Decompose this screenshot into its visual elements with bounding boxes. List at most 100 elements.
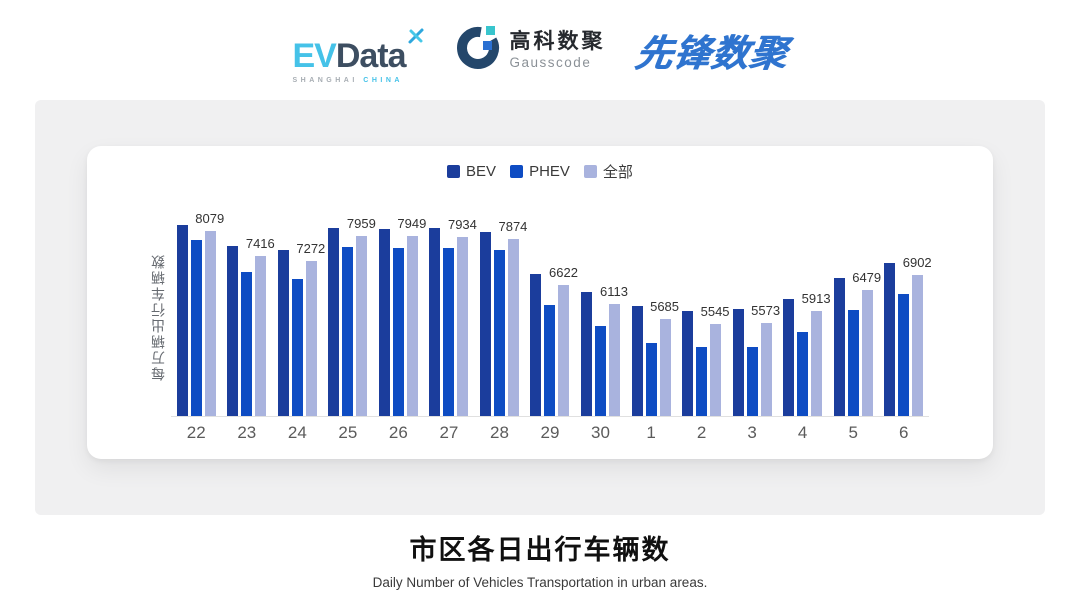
x-tick-label: 30 <box>591 423 610 442</box>
gausscode-cn-text: 高科数聚 <box>509 30 606 54</box>
chart-legend: BEV PHEV 全部 <box>87 161 993 182</box>
evdata-china-text: CHINA <box>363 76 403 84</box>
bar-bev <box>378 229 390 416</box>
bar-phev <box>342 247 354 416</box>
evdata-logo: EV Data SHANGHAI CHINA <box>292 17 424 84</box>
bar-bev <box>227 246 239 416</box>
bar-value-label: 6479 <box>852 270 882 285</box>
bar-cluster: 7959 <box>328 216 376 416</box>
x-tick-label: 25 <box>338 423 358 442</box>
bar-phev <box>847 310 859 416</box>
bar-group: 6479 <box>828 217 881 416</box>
bar-phev <box>544 305 556 416</box>
bar-value-label: 6902 <box>902 255 932 270</box>
bar-group: 7874 <box>474 217 527 416</box>
bar-bev <box>277 250 289 416</box>
chart-subtitle: Daily Number of Vehicles Transportation … <box>372 575 708 590</box>
legend-swatch-icon <box>510 164 524 178</box>
bar-全部 <box>710 324 722 416</box>
bar-全部 <box>406 236 418 416</box>
bar-全部 <box>912 275 924 416</box>
bar-value-label: 7959 <box>346 216 376 231</box>
evdata-star-icon <box>407 17 425 51</box>
bar-cluster: 7272 <box>277 217 325 416</box>
bar-全部 <box>760 323 772 416</box>
bar-group: 7416 <box>222 217 275 416</box>
bar-全部 <box>255 256 267 416</box>
bar-cluster: 6479 <box>833 217 881 416</box>
bar-phev <box>190 240 202 416</box>
bar-全部 <box>507 239 519 416</box>
bar-全部 <box>861 290 873 416</box>
gausscode-g-icon <box>455 25 501 76</box>
bar-cluster: 5913 <box>783 217 831 416</box>
x-tick-label: 29 <box>540 423 560 442</box>
bar-value-label: 5685 <box>650 299 680 314</box>
x-tick-label: 1 <box>646 423 656 442</box>
bar-group: 5573 <box>727 217 781 416</box>
bar-bev <box>581 292 593 416</box>
bar-value-label: 6622 <box>549 265 578 280</box>
bar-bev <box>783 299 795 416</box>
bar-全部 <box>811 311 823 416</box>
bar-cluster: 6622 <box>530 217 578 416</box>
bar-value-label: 5913 <box>801 291 831 306</box>
bar-value-label: 5545 <box>700 304 730 319</box>
bar-bev <box>328 228 340 416</box>
gausscode-logo: 高科数聚 Gausscode <box>455 25 606 76</box>
bar-value-label: 6113 <box>600 284 628 299</box>
bar-cluster: 7934 <box>429 217 477 416</box>
bar-cluster: 8079 <box>176 211 224 416</box>
x-tick-label: 24 <box>287 423 307 442</box>
x-tick-label: 4 <box>797 423 808 442</box>
bar-group: 8079 <box>171 211 224 416</box>
chart-body: 每万辆出行车辆数 8079 7416 7272 7959 7949 7934 7874 662… <box>87 211 993 443</box>
bar-bev <box>479 232 491 416</box>
bar-group: 6113 <box>575 217 628 416</box>
caption: 市区各日出行车辆数 Daily Number of Vehicles Trans… <box>0 528 1080 590</box>
bar-cluster: 6113 <box>581 217 628 416</box>
bar-全部 <box>457 237 469 416</box>
chart-title: 市区各日出行车辆数 <box>409 535 671 565</box>
bar-全部 <box>558 285 570 416</box>
evdata-ev-text: EV <box>292 36 336 75</box>
x-tick-label: 28 <box>489 423 509 442</box>
bar-value-label: 7272 <box>296 241 326 256</box>
bar-group: 6622 <box>525 217 578 416</box>
chart-panel: BEV PHEV 全部 每万辆出行车辆数 8079 7416 7272 7959 7949 7… <box>35 100 1045 515</box>
bar-bev <box>682 311 694 416</box>
legend-label: BEV <box>466 162 497 180</box>
bar-group: 5685 <box>626 217 680 416</box>
legend-item-bev[interactable]: BEV <box>447 163 496 180</box>
x-tick-label: 6 <box>898 423 909 442</box>
bar-group: 7272 <box>272 217 325 416</box>
bar-group: 7959 <box>323 216 376 416</box>
bar-phev <box>746 347 758 416</box>
chart-card: BEV PHEV 全部 每万辆出行车辆数 8079 7416 7272 7959 7949 7… <box>87 146 993 459</box>
x-tick-label: 3 <box>747 423 757 442</box>
bar-phev <box>797 332 809 416</box>
evdata-subtext: SHANGHAI CHINA <box>292 77 402 84</box>
bar-全部 <box>659 319 671 416</box>
bar-bev <box>176 225 188 416</box>
bar-value-label: 5573 <box>751 303 781 318</box>
x-tick-label: 2 <box>696 423 707 442</box>
bar-value-label: 7949 <box>397 216 427 231</box>
bar-group: 7934 <box>424 217 477 416</box>
evdata-data-text: Data <box>335 36 407 75</box>
legend-item-全部[interactable]: 全部 <box>583 161 633 182</box>
bar-group: 7949 <box>373 216 427 416</box>
bar-全部 <box>356 236 368 416</box>
bar-phev <box>696 347 708 416</box>
bar-value-label: 8079 <box>195 211 225 226</box>
bar-phev <box>291 279 303 416</box>
bar-cluster: 5545 <box>682 217 730 416</box>
bar-phev <box>493 250 505 416</box>
bar-plot: 8079 7416 7272 7959 7949 7934 7874 6622 6113 5685… <box>171 211 932 417</box>
bar-cluster: 6902 <box>884 217 932 416</box>
legend-item-phev[interactable]: PHEV <box>510 163 570 180</box>
bar-group: 5545 <box>676 217 730 416</box>
bar-phev <box>443 248 455 416</box>
bar-bev <box>530 274 542 416</box>
